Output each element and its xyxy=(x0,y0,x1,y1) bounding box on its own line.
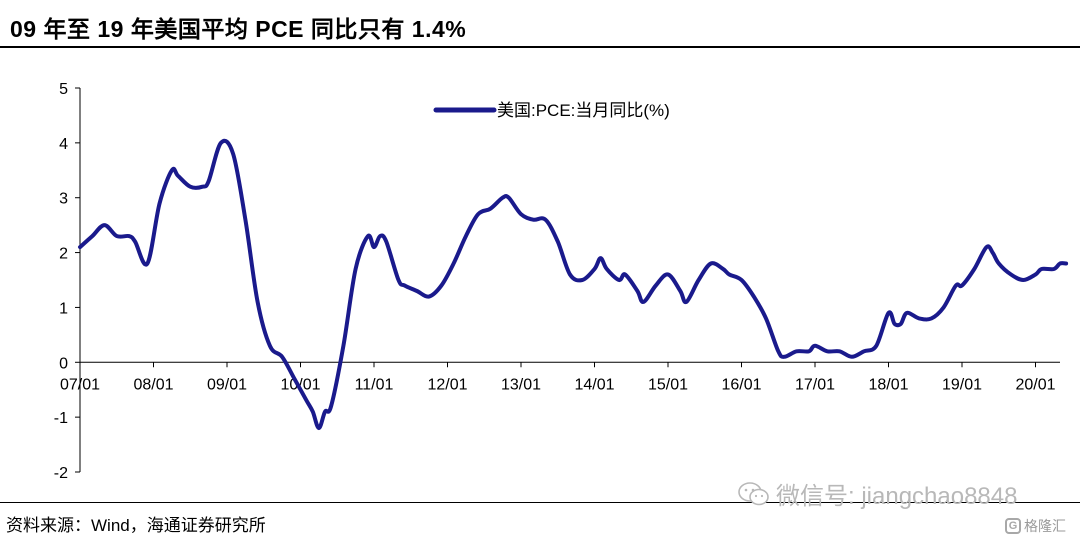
x-tick-label: 14/01 xyxy=(574,376,614,393)
x-tick-label: 20/01 xyxy=(1015,376,1055,393)
legend-label: 美国:PCE:当月同比(%) xyxy=(497,101,670,120)
chart-legend: 美国:PCE:当月同比(%) xyxy=(433,101,670,120)
x-tick-label: 10/01 xyxy=(280,376,320,393)
y-tick-label: 0 xyxy=(59,355,68,372)
x-tick-label: 12/01 xyxy=(427,376,467,393)
watermark-text: 微信号: jiangchao8848 xyxy=(776,483,1018,510)
y-tick-label: 2 xyxy=(59,246,68,263)
footer-divider xyxy=(0,502,1080,503)
x-tick-label: 17/01 xyxy=(795,376,835,393)
pce-line-chart: -2 -1 0 1 2 3 4 5 07/01 08/01 09/01 10/01 11/01 12/01… xyxy=(54,81,1069,482)
chart-axes: -2 -1 0 1 2 3 4 5 07/01 08/01 09/01 10/01 11/01 12/01… xyxy=(54,81,1060,482)
y-tick-label: -2 xyxy=(54,465,68,482)
title-divider xyxy=(0,46,1080,48)
x-tick-label: 13/01 xyxy=(501,376,541,393)
x-tick-label: 19/01 xyxy=(942,376,982,393)
y-tick-label: 3 xyxy=(59,191,68,208)
source-note: 资料来源：Wind，海通证券研究所 xyxy=(6,516,266,535)
x-tick-label: 08/01 xyxy=(133,376,173,393)
y-tick-label: 1 xyxy=(59,300,68,317)
x-tick-label: 07/01 xyxy=(60,376,100,393)
y-tick-label: 5 xyxy=(59,81,68,98)
y-tick-label: 4 xyxy=(59,136,68,153)
x-tick-label: 11/01 xyxy=(355,376,394,393)
wechat-watermark: 微信号: jiangchao8848 xyxy=(738,476,1017,511)
x-tick-label: 09/01 xyxy=(207,376,247,393)
series-line xyxy=(78,138,1069,431)
page-title: 09 年至 19 年美国平均 PCE 同比只有 1.4% xyxy=(10,16,467,42)
brand-logo-icon: G xyxy=(1005,518,1021,534)
wechat-icon xyxy=(738,481,769,505)
series-layer xyxy=(78,138,1069,431)
x-tick-label: 16/01 xyxy=(721,376,761,393)
x-tick-label: 15/01 xyxy=(648,376,688,393)
x-tick-label: 18/01 xyxy=(868,376,908,393)
y-tick-label: -1 xyxy=(54,410,68,427)
brand-mark: G 格隆汇 xyxy=(1005,516,1066,536)
brand-text: 格隆汇 xyxy=(1024,518,1066,534)
